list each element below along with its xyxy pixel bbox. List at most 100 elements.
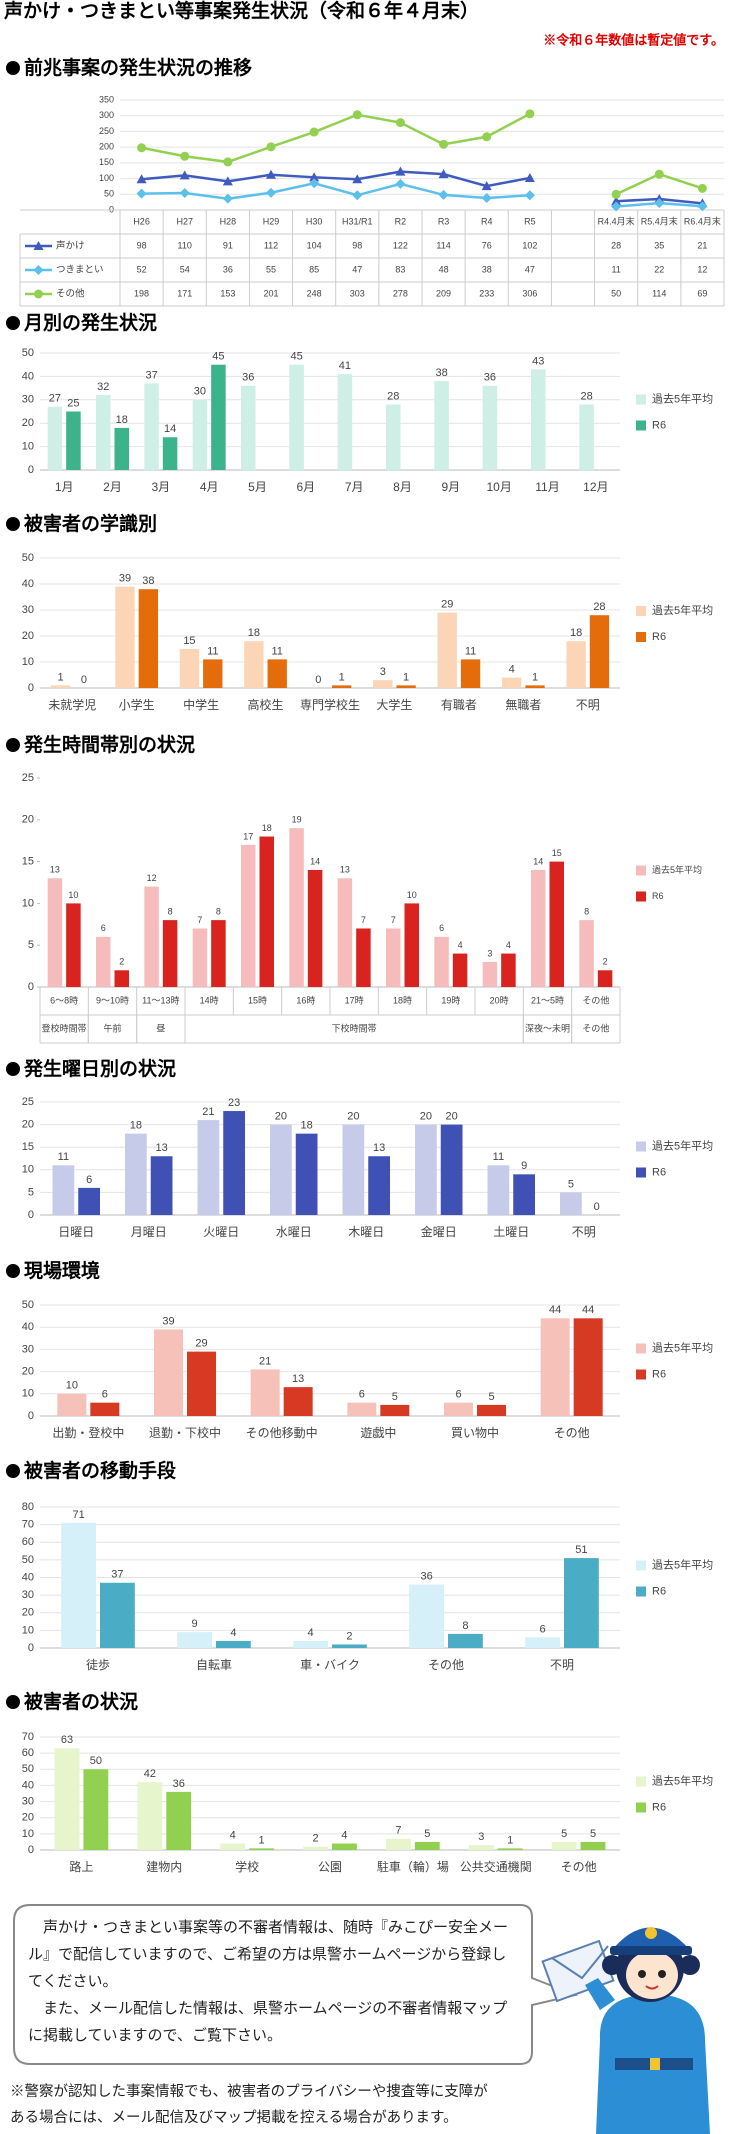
bar (203, 659, 223, 688)
x-tick-label: 14時 (200, 995, 219, 1005)
bar (197, 1120, 220, 1215)
x-tick-label: 15時 (248, 995, 267, 1005)
y-tick-label: 20 (22, 1119, 34, 1131)
legend-swatch (636, 1343, 646, 1354)
x-tick-label: 4月 (200, 480, 219, 494)
data-label: 14 (164, 423, 176, 435)
table-value: 21 (697, 240, 707, 250)
data-label: 5 (488, 1391, 494, 1403)
y-tick-label: 15 (22, 1141, 34, 1153)
bar (332, 1644, 367, 1648)
y-tick-label: 30 (22, 1343, 34, 1355)
bar (337, 374, 353, 470)
y-tick-label: 10 (22, 1164, 34, 1176)
bar (448, 1633, 483, 1648)
y-tick-label: 10 (22, 656, 34, 668)
x-tick-label: 路上 (69, 1859, 93, 1874)
data-label: 5 (424, 1828, 430, 1840)
bar (531, 869, 546, 987)
bar (525, 1637, 560, 1648)
data-label: 44 (582, 1304, 594, 1316)
bar (187, 1351, 216, 1416)
legend-label: 過去5年平均 (652, 864, 702, 875)
bar (57, 1393, 87, 1416)
data-label: 29 (441, 599, 453, 611)
bar (460, 659, 481, 688)
point (611, 189, 621, 199)
data-label: 37 (111, 1569, 123, 1581)
bar (525, 685, 545, 688)
data-label: 8 (462, 1620, 468, 1632)
legend-label: 過去5年平均 (652, 1557, 713, 1571)
data-label: 2 (313, 1833, 319, 1845)
x-tick-label: その他 (428, 1658, 464, 1672)
legend-label: R6 (652, 1368, 666, 1380)
table-value: 303 (350, 288, 365, 298)
y-tick-label: 40 (22, 1779, 34, 1791)
x-tick-label: 1月 (55, 480, 74, 494)
bar (579, 920, 594, 987)
y-tick-label: 200 (99, 142, 114, 152)
bar (270, 1124, 292, 1215)
legend-label: つきまとい (56, 265, 104, 276)
y-tick-label: 100 (99, 173, 114, 183)
data-label: 5 (561, 1828, 567, 1840)
data-label: 6 (439, 923, 444, 933)
data-label: 13 (373, 1142, 385, 1154)
bar (513, 1174, 535, 1215)
bar (434, 381, 449, 470)
legend-swatch (636, 632, 646, 642)
bar (289, 364, 304, 470)
data-label: 13 (50, 865, 60, 875)
point (222, 193, 233, 204)
point (697, 201, 708, 212)
data-label: 28 (593, 601, 605, 613)
data-label: 11 (58, 1151, 69, 1163)
data-label: 3 (380, 666, 386, 678)
heading-bullet (6, 1062, 20, 1076)
data-label: 45 (290, 351, 302, 363)
bar (61, 1522, 96, 1648)
data-label: 36 (484, 372, 496, 384)
data-label: 1 (57, 671, 63, 683)
message-line: 声かけ・つきまとい事案等の不審者情報は、随時『みこぴー安全メー (28, 1918, 508, 1936)
x-tick-label: 無職者 (505, 697, 541, 712)
bar (283, 1387, 313, 1416)
x-tick-label: H28 (220, 216, 237, 226)
x-tick-label: 未就学児 (48, 697, 96, 712)
data-label: 38 (142, 575, 154, 587)
table-value: 35 (654, 240, 664, 250)
x-tick-label: 17時 (345, 995, 364, 1005)
x-tick-label: 退勤・下校中 (149, 1425, 221, 1440)
data-label: 8 (168, 906, 173, 916)
legend-label: 声かけ (56, 240, 85, 252)
bar (54, 1748, 80, 1850)
x-tick-label: 火曜日 (203, 1225, 239, 1239)
x-tick-label: 公園 (318, 1860, 342, 1874)
heading-bullet (6, 1464, 20, 1478)
bar (337, 878, 353, 987)
legend-swatch (636, 1560, 646, 1571)
legend-label: R6 (652, 631, 666, 643)
y-tick-label: 0 (28, 1642, 34, 1654)
bar (409, 1584, 444, 1648)
legend-swatch (636, 865, 646, 876)
data-label: 38 (435, 367, 447, 379)
table-value: 11 (611, 264, 620, 274)
point (481, 193, 492, 204)
x-tick-label: 7月 (345, 480, 364, 494)
point (33, 265, 44, 275)
data-label: 7 (395, 1825, 401, 1837)
legend-label: R6 (652, 1801, 666, 1813)
bar (540, 1318, 570, 1416)
bar (154, 1329, 183, 1416)
y-tick-label: 20 (22, 1366, 34, 1378)
point (482, 132, 492, 142)
data-label: 6 (101, 923, 106, 933)
point (352, 174, 363, 184)
x-tick-label: 遊戯中 (360, 1425, 396, 1440)
group-label: 深夜～未明 (525, 1022, 570, 1033)
data-label: 23 (228, 1097, 240, 1109)
point (223, 157, 233, 167)
y-tick-label: 20 (22, 630, 34, 642)
